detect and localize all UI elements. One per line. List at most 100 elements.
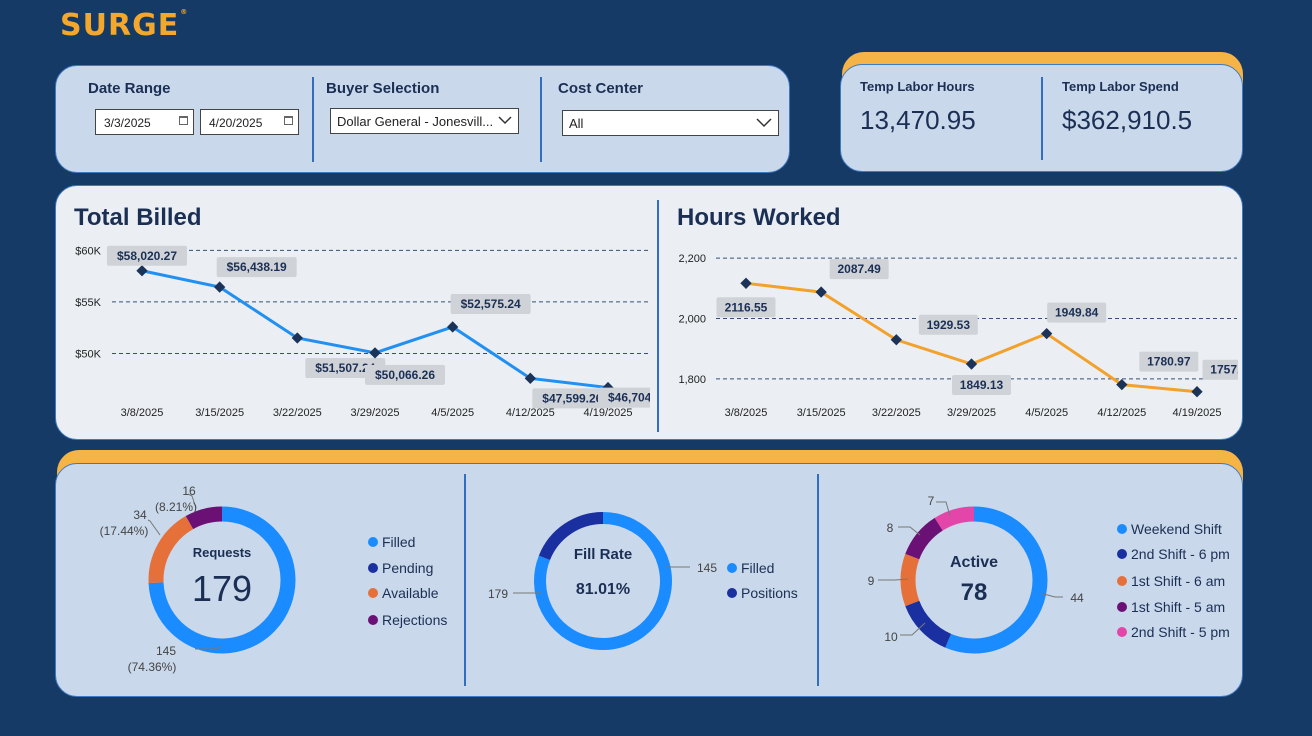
donut-slice	[905, 517, 943, 560]
data-label-bg	[952, 375, 1011, 396]
temp-labor-hours-value: 13,470.95	[860, 105, 976, 135]
donut-divider	[817, 474, 819, 686]
buyer-select[interactable]: Dollar General - Jonesvill...	[330, 108, 519, 134]
legend-filled[interactable]: Filled	[368, 534, 415, 550]
y-tick-label: $55K	[75, 297, 101, 309]
kpi-divider	[1041, 77, 1043, 160]
data-point-marker	[369, 347, 381, 359]
donut-slice	[534, 512, 672, 650]
legend-label: Filled	[741, 560, 775, 576]
data-label-bg	[365, 364, 445, 385]
start-date-value: 3/3/2025	[104, 116, 151, 130]
x-tick-label: 4/5/2025	[1025, 407, 1068, 419]
legend-1st-shift-6am[interactable]: 1st Shift - 6 am	[1117, 573, 1225, 589]
date-range-label: Date Range	[88, 80, 171, 97]
requests-center-value: 179	[192, 568, 252, 609]
total-billed-chart: $60K $55K $50K $58,020.27 3/8/2025 $56,438.19…	[75, 245, 650, 419]
surge-logo: SURGE®	[60, 8, 189, 43]
start-date-input[interactable]: 3/3/2025	[95, 109, 194, 135]
legend-label: Weekend Shift	[1131, 521, 1222, 537]
legend-2nd-shift-5pm[interactable]: 2nd Shift - 5 pm	[1117, 624, 1230, 640]
data-point-marker	[965, 358, 978, 370]
legend-rejections[interactable]: Rejections	[368, 612, 447, 628]
slice-value-label: 145	[697, 561, 717, 575]
legend-dot	[368, 615, 378, 625]
data-label-bg	[918, 314, 978, 335]
legend-label: Pending	[382, 560, 434, 576]
data-label-bg	[716, 297, 776, 318]
data-point-marker	[291, 332, 303, 344]
legend-dot	[727, 588, 737, 598]
data-point-marker	[136, 265, 148, 277]
fill-rate-center-value: 81.01%	[576, 581, 630, 598]
legend-label: Available	[382, 585, 439, 601]
cost-center-select[interactable]: All	[562, 110, 779, 136]
filter-divider	[540, 77, 542, 162]
legend-label: 2nd Shift - 6 pm	[1131, 546, 1230, 562]
legend-label: Rejections	[382, 612, 448, 628]
data-label: $51,507.24	[315, 361, 375, 375]
end-date-input[interactable]: 4/20/2025	[200, 109, 299, 135]
donut-divider	[464, 474, 466, 686]
temp-labor-spend-value: $362,910.5	[1062, 105, 1193, 135]
slice-value-label: 16	[182, 484, 196, 498]
legend-1st-shift-5am[interactable]: 1st Shift - 5 am	[1117, 599, 1225, 615]
data-label-bg	[107, 245, 187, 266]
total-billed-title: Total Billed	[74, 204, 202, 231]
data-label-bg	[829, 259, 889, 280]
data-label-bg	[216, 257, 297, 278]
active-center-value: 78	[961, 579, 988, 606]
legend-label: 1st Shift - 6 am	[1131, 573, 1226, 589]
slice-value-label: 145	[156, 644, 176, 658]
slice-value-label: 7	[928, 494, 935, 508]
legend-weekend-shift[interactable]: Weekend Shift	[1117, 521, 1222, 537]
legend-label: Filled	[382, 534, 416, 550]
donut-slice	[185, 506, 223, 530]
data-label-bg	[598, 387, 650, 408]
donut-charts: Requests 179 145 (74.36%) 34 (17.44%) 16 (8.21%…	[100, 484, 1084, 674]
data-point-marker	[1191, 386, 1203, 398]
legend-available[interactable]: Available	[368, 585, 439, 601]
legend-positions[interactable]: Positions	[727, 585, 798, 601]
data-point-marker	[740, 277, 752, 289]
slice-percent-label: (8.21%)	[155, 500, 197, 514]
data-label: 1949.84	[1055, 306, 1099, 320]
donut-slice	[934, 506, 975, 531]
y-tick-label: 2,200	[678, 253, 706, 265]
data-label-bg	[450, 293, 531, 314]
hours-worked-title: Hours Worked	[677, 204, 841, 231]
legend-dot	[1117, 627, 1127, 637]
donut-slice	[538, 512, 604, 561]
legend-dot	[727, 563, 737, 573]
legend-2nd-shift-6pm[interactable]: 2nd Shift - 6 pm	[1117, 546, 1230, 562]
cost-center-label: Cost Center	[558, 80, 644, 97]
y-tick-label: 1,800	[678, 374, 706, 386]
calendar-icon[interactable]	[179, 116, 188, 125]
x-tick-label: 3/15/2025	[797, 407, 846, 419]
leader-line	[878, 578, 909, 581]
cost-center-select-value: All	[569, 116, 584, 131]
x-tick-label: 3/15/2025	[195, 407, 244, 419]
x-tick-label: 4/12/2025	[1097, 407, 1146, 419]
donut-slice	[900, 553, 920, 607]
data-label: 1780.97	[1147, 355, 1191, 369]
data-point-marker	[524, 372, 536, 384]
legend-pending[interactable]: Pending	[368, 560, 433, 576]
hours-worked-chart: 2,200 2,000 1,800 2116.55 3/8/2025 2087.49 3/1…	[678, 253, 1238, 419]
x-tick-label: 3/22/2025	[273, 407, 322, 419]
y-tick-label: $60K	[75, 245, 101, 257]
chart-divider	[657, 200, 659, 432]
x-tick-label: 3/29/2025	[351, 407, 400, 419]
legend-dot	[368, 588, 378, 598]
legend-filled[interactable]: Filled	[727, 560, 774, 576]
legend-dot	[1117, 549, 1127, 559]
donut-panel	[55, 463, 1243, 697]
data-label-bg	[1139, 351, 1199, 372]
end-date-value: 4/20/2025	[209, 116, 263, 130]
y-tick-label: 2,000	[678, 313, 706, 325]
slice-value-label: 8	[887, 521, 894, 535]
slice-percent-label: (74.36%)	[128, 660, 177, 674]
legend-dot	[1117, 524, 1127, 534]
data-label: 1849.13	[960, 378, 1004, 392]
calendar-icon[interactable]	[284, 116, 293, 125]
